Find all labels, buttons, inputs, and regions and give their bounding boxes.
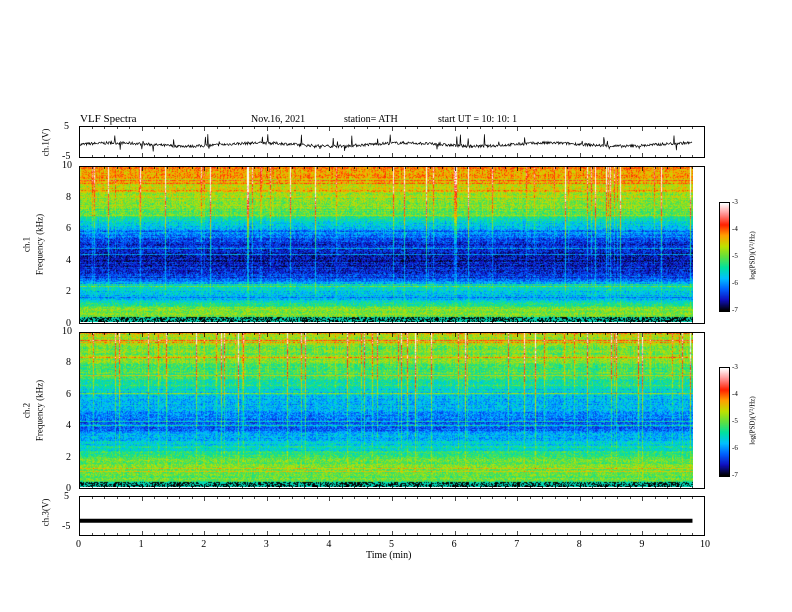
- station-label: station= ATH: [344, 114, 398, 125]
- ch2-spectrogram-canvas: [79, 332, 693, 487]
- x-tick-label: 1: [138, 539, 144, 550]
- colorbar-tick-label: -3: [732, 363, 738, 371]
- x-tick-label: 8: [576, 539, 582, 550]
- x-tick-label: 3: [263, 539, 269, 550]
- spec-ytick-label: 0: [66, 483, 71, 494]
- colorbar-tick-label: -6: [732, 444, 738, 452]
- spec-ytick-label: 2: [66, 286, 71, 298]
- ch3-ytick-5: 5: [64, 491, 69, 502]
- spec-ytick-label: 4: [66, 254, 71, 266]
- figure-title: VLF Spectra: [80, 113, 137, 125]
- spec-ytick-label: 8: [66, 191, 71, 203]
- spec-ytick-label: 2: [66, 451, 71, 463]
- colorbar-tick-label: -3: [732, 198, 738, 206]
- colorbar-tick-label: -7: [732, 306, 738, 314]
- ch2-spec-ylabel-line1: ch.2: [21, 402, 32, 419]
- ch3-ylabel: ch.3(V): [40, 498, 51, 527]
- ch1-ytick-neg5: -5: [62, 151, 71, 162]
- ch3-ytick-neg5: -5: [62, 521, 71, 532]
- ch1-ytick-5: 5: [64, 121, 69, 132]
- ch2-spec-ylabel-line2: Frequency (kHz): [34, 379, 45, 442]
- spec-ytick-label: 4: [66, 420, 71, 432]
- ch2-spectrogram-border: [79, 332, 705, 489]
- ch3-waveform-plot: [79, 496, 705, 536]
- ch3-waveform-frame: [79, 496, 705, 536]
- ch2-colorbar-label: log(PSD)(V²/Hz): [748, 396, 757, 445]
- colorbar-tick-label: -7: [732, 471, 738, 479]
- x-tick-label: 6: [451, 539, 457, 550]
- x-tick-label: 10: [700, 539, 710, 550]
- spec-ytick-label: 6: [66, 388, 71, 400]
- spec-ytick-label: 8: [66, 357, 71, 369]
- x-tick-label: 2: [201, 539, 207, 550]
- x-tick-label: 4: [326, 539, 332, 550]
- colorbar-tick-label: -5: [732, 252, 738, 260]
- ch1-waveform-frame: [79, 126, 705, 158]
- ch1-ylabel: ch.1(V): [40, 128, 51, 157]
- ch1-waveform-trace: [79, 134, 693, 152]
- date-label: Nov.16, 2021: [251, 114, 306, 125]
- ch2-spectrogram-frame: [79, 332, 705, 489]
- ch1-spec-ylabel-line1: ch.1: [21, 236, 32, 253]
- ch1-colorbar: [719, 202, 730, 312]
- start-time-label: start UT = 10: 10: 1: [438, 114, 518, 125]
- spec-ytick-label: 10: [62, 326, 72, 337]
- colorbar-tick-label: -5: [732, 417, 738, 425]
- colorbar-tick-label: -6: [732, 279, 738, 287]
- spec-ytick-label: 6: [66, 223, 71, 235]
- spec-ytick-label: 0: [66, 318, 71, 329]
- colorbar-tick-label: -4: [732, 225, 738, 233]
- colorbar-tick-label: -4: [732, 390, 738, 398]
- ch1-spectrogram-frame: [79, 166, 705, 324]
- spec-ytick-label: 10: [62, 160, 72, 171]
- ch1-spectrogram-canvas: [79, 166, 693, 322]
- x-tick-label: 7: [514, 539, 520, 550]
- x-tick-label: 5: [389, 539, 394, 550]
- ch1-waveform-plot: [79, 126, 705, 158]
- ch1-colorbar-label: log(PSD)(V²/Hz): [748, 231, 757, 280]
- x-tick-label: 0: [76, 539, 81, 550]
- ch2-colorbar: [719, 367, 730, 477]
- x-axis-label: Time (min): [366, 550, 412, 561]
- ch1-spec-ylabel-line2: Frequency (kHz): [34, 213, 45, 276]
- x-tick-label: 9: [639, 539, 645, 550]
- ch1-spectrogram-border: [79, 166, 705, 324]
